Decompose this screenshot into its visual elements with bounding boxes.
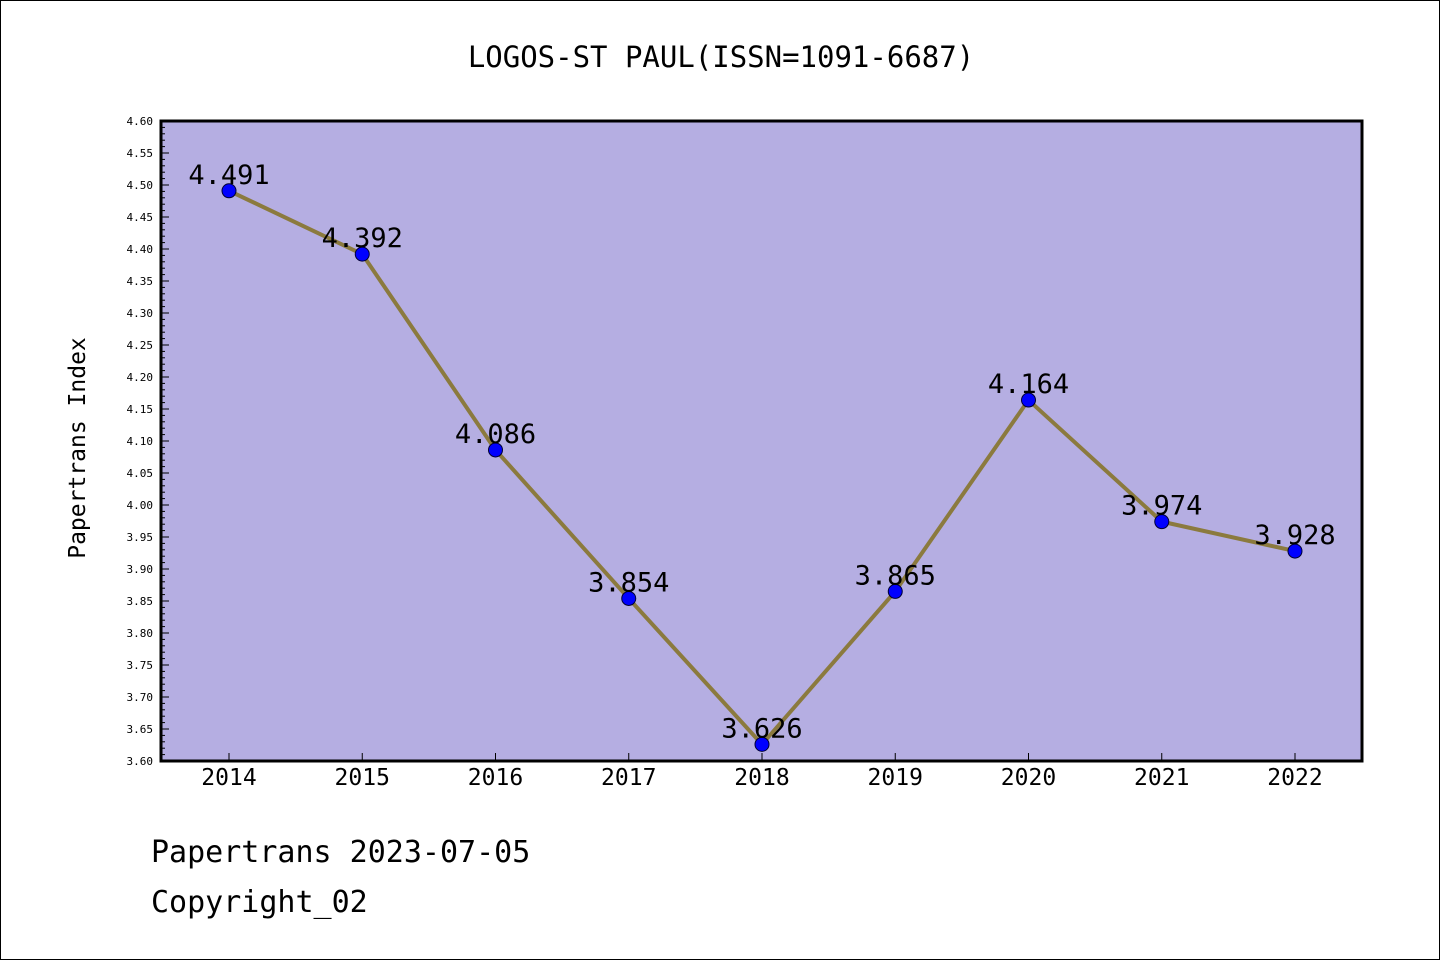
- y-tick-label: 4.20: [127, 371, 154, 384]
- data-label: 4.086: [455, 419, 536, 450]
- y-tick-label: 4.40: [127, 243, 154, 256]
- data-point: [1287, 543, 1303, 559]
- x-tick-label: 2019: [868, 765, 923, 791]
- x-tick-label: 2014: [201, 765, 256, 791]
- data-label: 4.491: [188, 160, 269, 191]
- data-point: [354, 246, 370, 262]
- y-tick-label: 3.95: [127, 531, 154, 544]
- y-tick-label: 4.35: [127, 275, 154, 288]
- y-tick-label: 4.55: [127, 147, 154, 160]
- data-label: 3.854: [588, 567, 669, 598]
- data-point: [887, 583, 903, 599]
- y-tick-label: 3.65: [127, 723, 154, 736]
- y-tick-label: 3.60: [127, 755, 154, 768]
- data-point: [488, 442, 503, 458]
- y-tick-label: 3.70: [127, 691, 154, 704]
- x-tick-label: 2021: [1134, 765, 1189, 791]
- data-point: [1021, 392, 1036, 408]
- y-tick-label: 3.75: [127, 659, 154, 672]
- x-tick-label: 2022: [1267, 765, 1322, 791]
- y-tick-label: 4.25: [127, 339, 154, 352]
- y-tick-label: 4.15: [127, 403, 154, 416]
- data-point: [221, 183, 237, 199]
- y-tick-label: 4.45: [127, 211, 154, 224]
- x-tick-label: 2017: [601, 765, 656, 791]
- y-axis-label: Papertrans Index: [65, 337, 91, 559]
- data-label: 4.392: [322, 223, 403, 254]
- x-tick-label: 2015: [335, 765, 390, 791]
- data-label: 3.974: [1121, 491, 1202, 522]
- y-tick-label: 3.85: [127, 595, 154, 608]
- series-layer: 4.491 4.392 4.086 3.854 3.626 3.865 4.164 3.974…: [188, 160, 1336, 752]
- footer-date: Papertrans 2023-07-05: [151, 835, 531, 870]
- x-tick-label: 2020: [1001, 765, 1056, 791]
- y-tick-label: 4.05: [127, 467, 154, 480]
- y-tick-label: 4.00: [127, 499, 154, 512]
- y-tick-label: 4.10: [127, 435, 154, 448]
- x-tick-label: 2018: [734, 765, 789, 791]
- y-tick-label: 4.50: [127, 179, 154, 192]
- data-point: [1154, 514, 1170, 530]
- data-point: [754, 736, 770, 752]
- x-tick-label: 2016: [468, 765, 523, 791]
- y-axis: 3.60 3.65 3.70 3.75 3.80 3.85 3.90 3.95 4.00 4.05…: [127, 115, 169, 768]
- data-label: 3.626: [721, 713, 802, 744]
- chart-title: LOGOS-ST PAUL(ISSN=1091-6687): [468, 40, 974, 74]
- y-tick-label: 4.60: [127, 115, 154, 128]
- data-label: 3.865: [855, 560, 936, 591]
- footer-copyright: Copyright_02: [151, 885, 368, 920]
- y-tick-label: 4.30: [127, 307, 154, 320]
- x-axis: 2014 2015 2016 2017 2018 2019 2020 2021 2022: [201, 753, 1323, 791]
- y-tick-label: 3.90: [127, 563, 154, 576]
- plot-area: [159, 119, 1364, 763]
- data-point: [621, 590, 637, 606]
- data-label: 4.164: [988, 369, 1069, 400]
- data-label: 3.928: [1254, 520, 1335, 551]
- y-tick-label: 3.80: [127, 627, 154, 640]
